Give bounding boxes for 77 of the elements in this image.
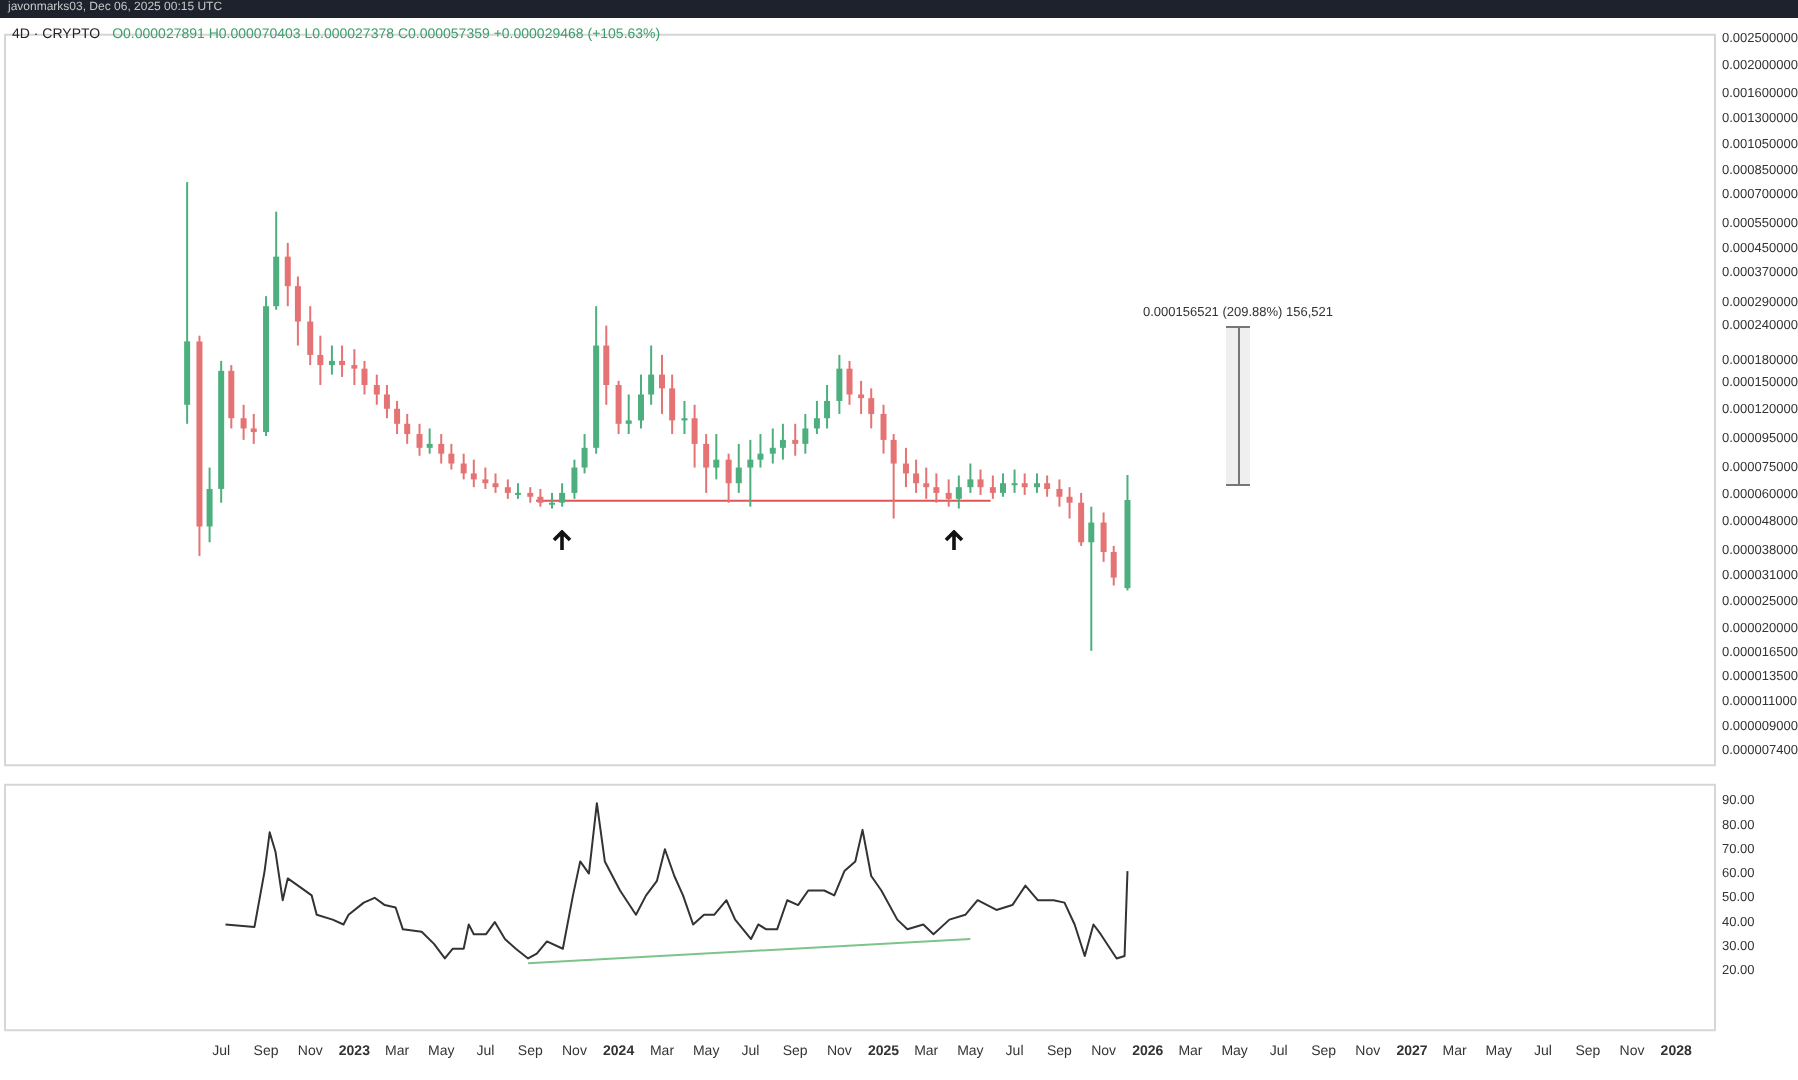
- candlestick: [404, 412, 411, 445]
- candlestick: [933, 472, 940, 504]
- candlestick: [615, 379, 622, 436]
- candlestick: [416, 422, 423, 457]
- candlestick: [307, 305, 314, 367]
- candlestick: [1110, 544, 1117, 587]
- candlestick: [967, 462, 974, 494]
- candlestick: [802, 412, 809, 455]
- candlestick: [757, 433, 764, 469]
- candlestick: [669, 373, 676, 436]
- candlestick: [1066, 486, 1073, 520]
- candlestick: [880, 403, 887, 455]
- candlestick: [581, 433, 588, 475]
- candlestick: [868, 387, 875, 430]
- candlestick: [999, 472, 1006, 498]
- candlestick: [846, 359, 853, 406]
- candlestick: [492, 472, 499, 494]
- candlestick: [989, 474, 996, 500]
- candlestick: [426, 427, 433, 455]
- candlestick: [913, 458, 920, 494]
- candlestick: [923, 466, 930, 500]
- candlestick: [373, 373, 380, 406]
- candlestick: [470, 458, 477, 489]
- candlestick: [1100, 511, 1107, 563]
- candlestick: [383, 383, 390, 420]
- candlestick: [284, 241, 291, 308]
- candlestick: [571, 458, 578, 500]
- candlestick: [240, 403, 247, 441]
- candlestick: [1056, 478, 1063, 508]
- candlestick: [813, 399, 820, 436]
- candlestick: [514, 482, 521, 500]
- candlestick: [1078, 491, 1085, 547]
- candlestick: [890, 433, 897, 520]
- candlestick: [648, 344, 655, 406]
- candlestick: [638, 373, 645, 430]
- candlestick: [902, 446, 909, 489]
- candlestick: [703, 433, 710, 494]
- candlestick: [824, 383, 831, 430]
- candlestick: [351, 348, 358, 386]
- candlestick: [1088, 505, 1095, 652]
- candlestick: [955, 474, 962, 510]
- candlestick: [206, 466, 213, 544]
- candlestick: [681, 399, 688, 436]
- candlestick: [460, 452, 467, 481]
- candlestick: [548, 491, 555, 510]
- candlestick: [361, 359, 368, 396]
- candlestick: [792, 422, 799, 457]
- candlestick: [603, 324, 610, 406]
- candlestick: [977, 468, 984, 496]
- candlestick: [1011, 468, 1018, 494]
- candlestick: [294, 275, 301, 347]
- candlestick: [691, 403, 698, 469]
- candlestick: [735, 442, 742, 494]
- candlestick: [438, 433, 445, 465]
- candlestick: [779, 422, 786, 461]
- candlestick: [317, 334, 324, 386]
- candlestick: [1021, 472, 1028, 496]
- candlestick: [725, 452, 732, 504]
- candlestick: [659, 353, 666, 415]
- candlestick: [836, 353, 843, 415]
- candlestick: [945, 478, 952, 508]
- candlestick: [1033, 472, 1040, 494]
- candlestick: [504, 478, 511, 500]
- candlestick: [448, 442, 455, 471]
- candlestick: [747, 438, 754, 508]
- candlestick: [769, 427, 776, 465]
- candlestick: [559, 482, 566, 508]
- candlestick: [339, 344, 346, 378]
- candlestick: [394, 399, 401, 436]
- candlestick: [625, 393, 632, 436]
- candlestick: [250, 412, 257, 445]
- candlestick: [228, 364, 235, 430]
- candlestick: [482, 466, 489, 490]
- candlestick: [1044, 474, 1051, 498]
- candlestick: [713, 433, 720, 481]
- candlestick: [328, 344, 335, 376]
- candlestick: [858, 379, 865, 415]
